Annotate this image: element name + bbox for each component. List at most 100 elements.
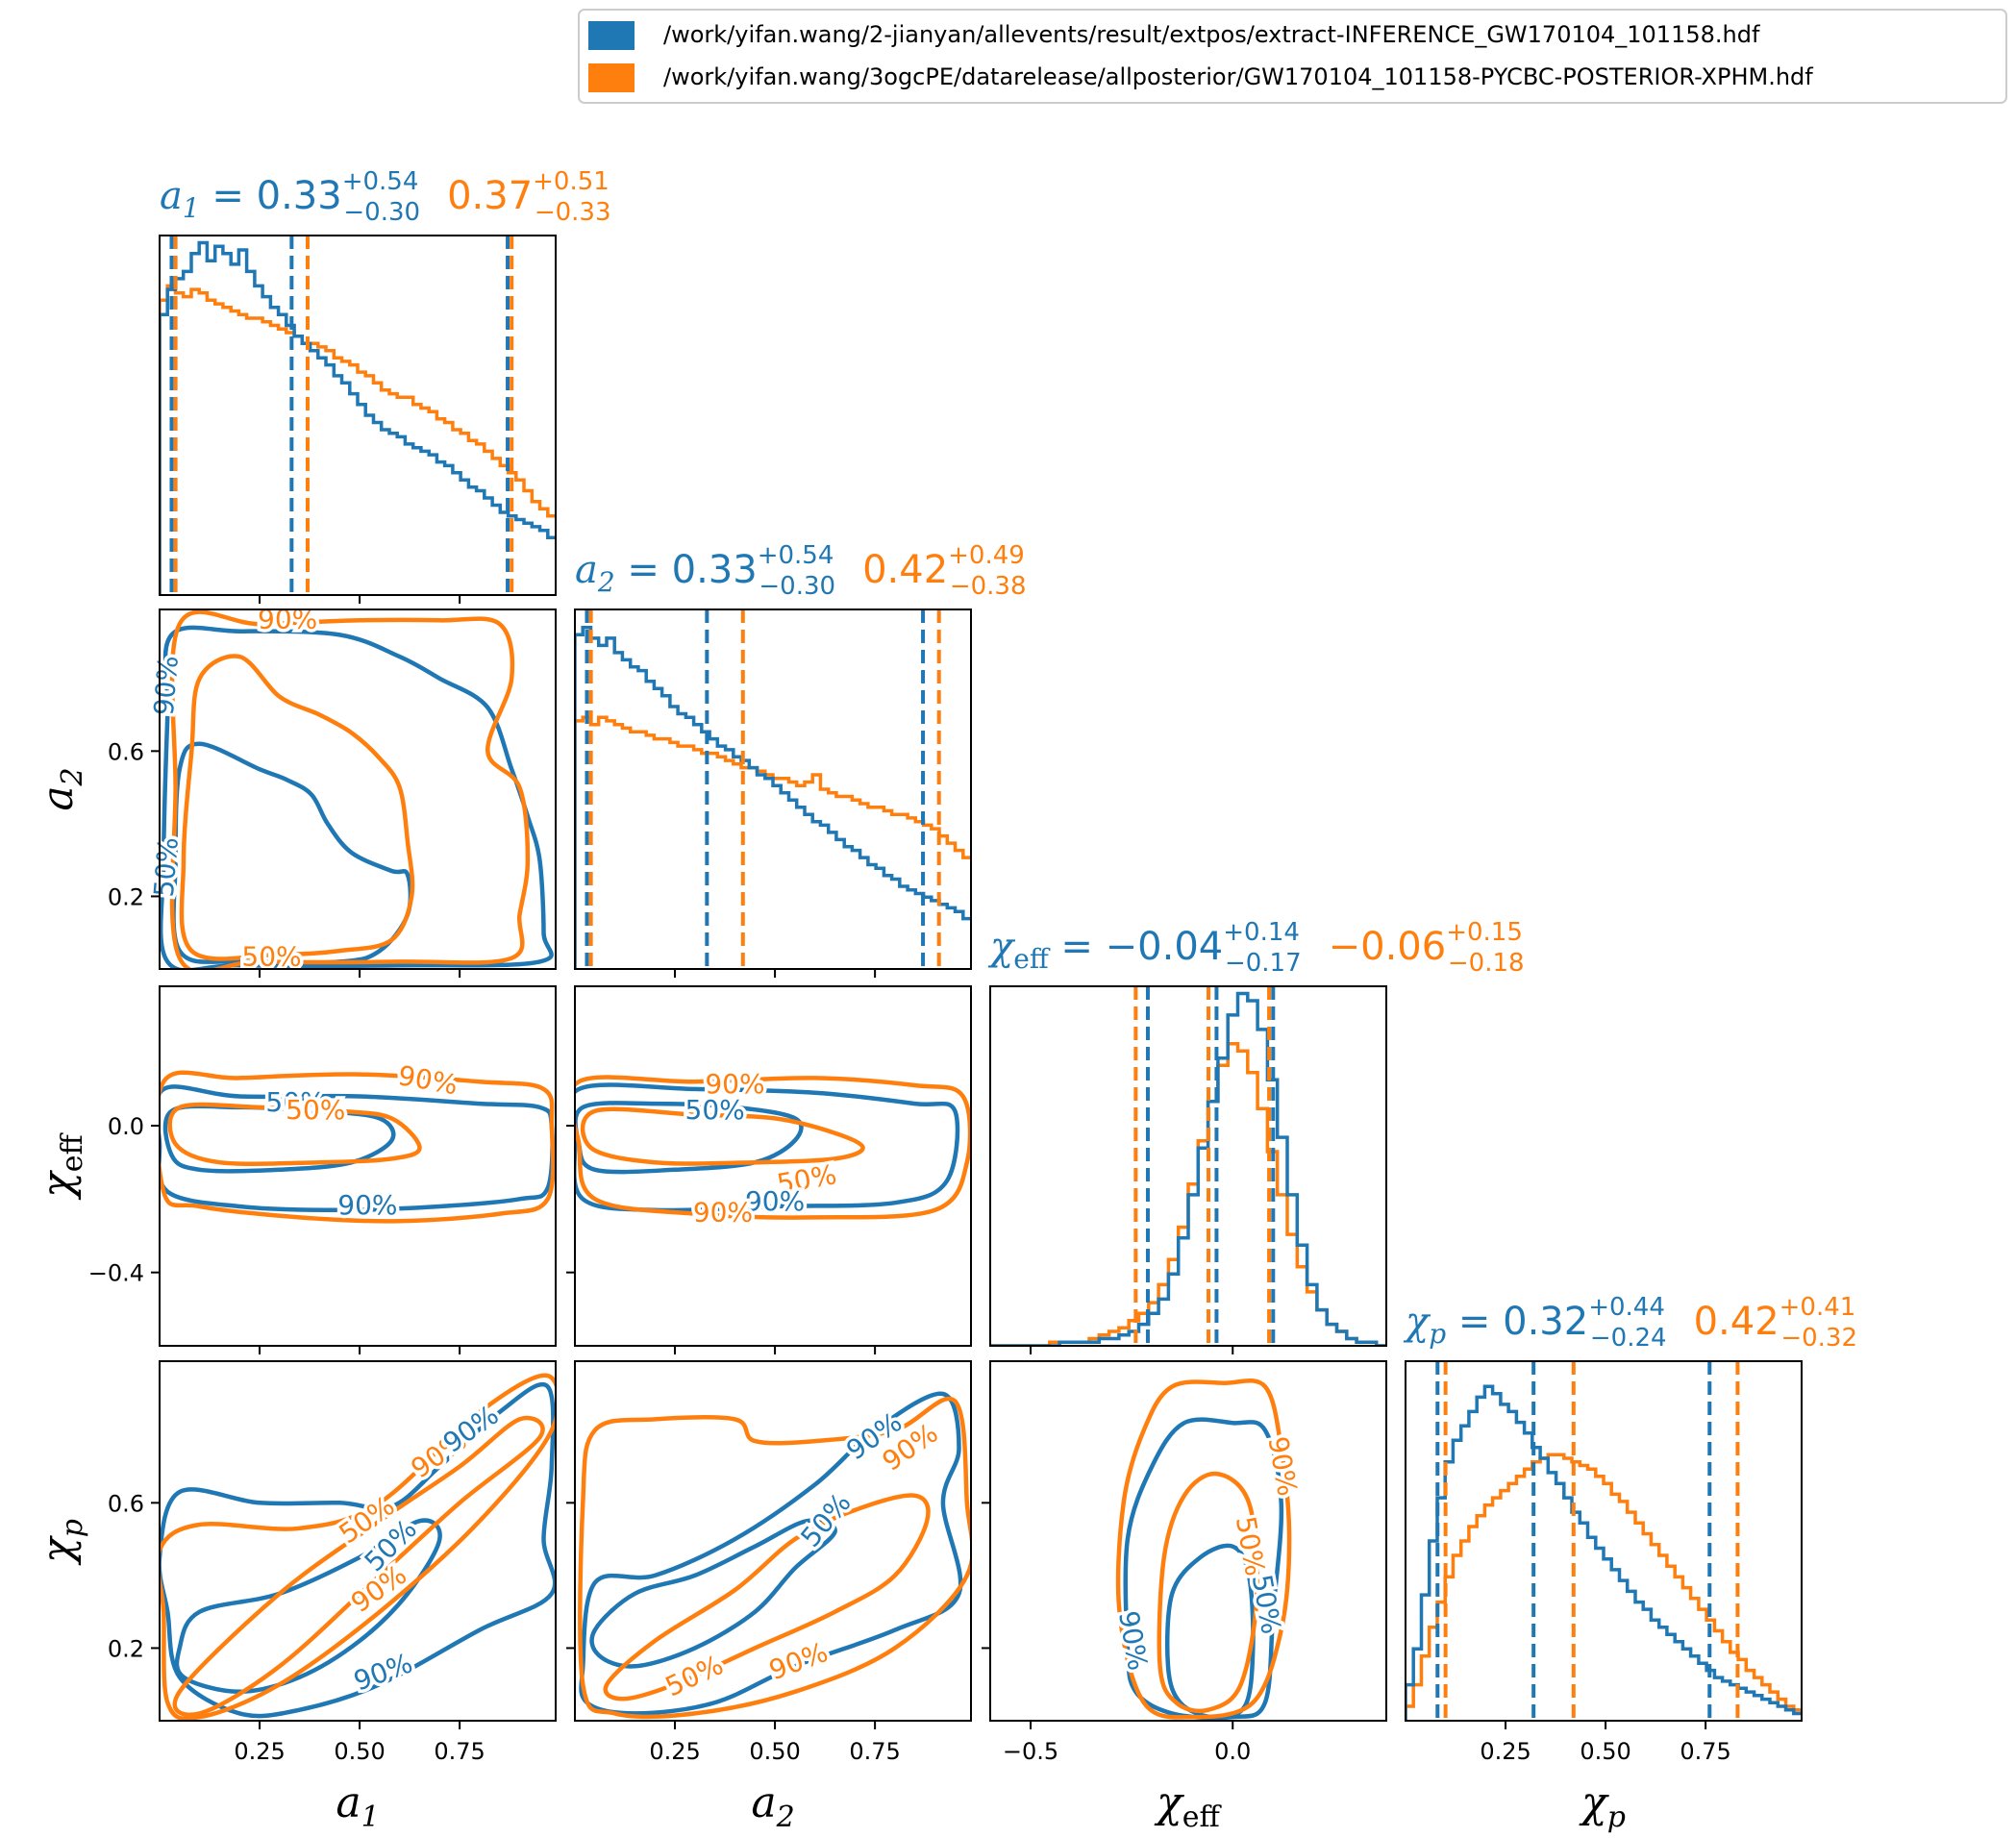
contour-label-23: 90% [765, 1636, 833, 1686]
contour-blue-90pct-0 [160, 625, 554, 969]
y-tick-label-1-0: 0.2 [108, 883, 144, 910]
contour-label-27: 90% [1112, 1608, 1154, 1673]
y-tick-label-2-0: −0.4 [88, 1260, 144, 1287]
title-orange-upper: +0.51 [533, 167, 610, 196]
title-blue-median: = 0.33 [200, 174, 342, 218]
title-blue-upper: +0.54 [758, 541, 834, 570]
panel-frame-2-2 [989, 985, 1387, 1347]
title-blue-upper: +0.54 [342, 167, 419, 196]
x-tick-label-0-1: 0.50 [334, 1738, 385, 1765]
x-tick-label-1-0: 0.25 [649, 1738, 700, 1765]
hist-panel-2 [990, 986, 1386, 1346]
contour-orange-50pct-3 [603, 1493, 931, 1701]
contour-panel-2-1 [575, 1075, 971, 1220]
x-axis-label-1-subscript: 2 [776, 1801, 795, 1834]
x-axis-label-0: a1 [336, 1778, 379, 1834]
legend-swatch-orange [588, 63, 635, 92]
title-blue-upper: +0.44 [1588, 1293, 1665, 1322]
x-axis-label-0-subscript: 1 [361, 1801, 380, 1834]
legend-frame [578, 9, 2007, 104]
contour-panel-3-2 [1115, 1378, 1292, 1721]
contour-label-4: 90% [396, 1059, 460, 1101]
contour-orange-50pct-3 [1157, 1471, 1260, 1714]
contour-label-0: 90% [258, 603, 317, 634]
contour-orange-50pct-3 [167, 1102, 422, 1167]
x-axis-label-1-symbol: a [751, 1778, 776, 1827]
title-orange-lower: −0.18 [1448, 949, 1525, 978]
title-1: a2 = 0.33+0.54 −0.30 0.42+0.49 −0.38 [575, 541, 1027, 601]
y-axis-label-3: χp [34, 1519, 89, 1566]
histogram-blue [160, 240, 556, 595]
y-tick-label-3-1: 0.6 [108, 1490, 144, 1517]
y-tick-label-2-1: 0.0 [108, 1113, 144, 1140]
contour-panel-1-0 [160, 609, 554, 969]
x-axis-label-2: χeff [1154, 1778, 1222, 1834]
contour-panel-3-1 [578, 1391, 971, 1719]
x-axis-label-3-subscript: p [1607, 1801, 1626, 1834]
y-axis-label-2-subscript: eff [56, 1131, 89, 1172]
contour-label-6: 50% [286, 1094, 345, 1126]
legend-label-orange: /work/yifan.wang/3ogcPE/datarelease/allp… [663, 63, 1813, 90]
x-tick-label-2-0: −0.5 [1003, 1738, 1058, 1765]
contour-orange-90pct-2 [160, 1070, 556, 1224]
title-orange-upper: +0.41 [1780, 1293, 1856, 1322]
x-axis-label-0-symbol: a [336, 1778, 361, 1827]
histogram-orange [160, 284, 556, 595]
panel-frame-0-0 [159, 235, 557, 596]
x-tick-label-0-0: 0.25 [234, 1738, 285, 1765]
title-orange-upper: +0.49 [948, 541, 1025, 570]
y-axis-label-1-symbol: a [34, 785, 83, 810]
contour-panel-3-0 [160, 1373, 556, 1721]
y-tick-label-1-1: 0.6 [108, 738, 144, 765]
contour-blue-90pct-0 [160, 1382, 556, 1719]
y-axis-label-2-symbol: χ [34, 1170, 83, 1201]
contour-orange-90pct-2 [1115, 1378, 1292, 1720]
contour-label-9: 50% [685, 1094, 745, 1126]
panel-frame-3-2 [989, 1360, 1387, 1722]
x-axis-label-1: a2 [751, 1778, 794, 1834]
y-axis-label-3-symbol: χ [34, 1535, 83, 1566]
title-symbol: χ [987, 925, 1016, 969]
contour-label-8: 90% [705, 1068, 764, 1100]
histogram-orange [575, 715, 971, 969]
title-blue-upper: +0.14 [1223, 918, 1300, 947]
contour-orange-50pct-3 [179, 654, 415, 961]
contour-blue-90pct-0 [575, 1082, 960, 1213]
x-axis-label-3-symbol: χ [1579, 1778, 1609, 1827]
title-orange-median: 0.42 [862, 548, 948, 592]
histogram-blue [1406, 1384, 1802, 1721]
y-axis-label-2: χeff [34, 1131, 89, 1200]
hist-panel-0 [160, 236, 556, 595]
contour-blue-50pct-1 [171, 741, 413, 966]
title-orange-lower: −0.32 [1780, 1324, 1857, 1353]
contour-label-24: 90% [1262, 1434, 1304, 1499]
contour-blue-90pct-0 [1123, 1417, 1284, 1721]
contour-orange-90pct-2 [578, 1396, 971, 1719]
title-subscript: p [1429, 1318, 1446, 1350]
contour-blue-50pct-1 [1164, 1543, 1256, 1720]
x-tick-label-3-0: 0.25 [1480, 1738, 1531, 1765]
title-blue-median: = 0.33 [615, 548, 758, 592]
title-2: χeff = −0.04+0.14 −0.17 −0.06+0.15 −0.18 [987, 918, 1525, 978]
title-3: χp = 0.32+0.44 −0.24 0.42+0.41 −0.32 [1403, 1293, 1857, 1353]
title-orange-lower: −0.38 [950, 572, 1027, 601]
x-tick-label-2-1: 0.0 [1214, 1738, 1251, 1765]
contour-panel-2-0 [160, 1070, 556, 1224]
y-axis-label-3-subscript: p [56, 1519, 89, 1537]
contour-label-12: 90% [693, 1197, 753, 1229]
contour-label-25: 50% [1230, 1514, 1271, 1578]
title-blue-lower: −0.24 [1590, 1324, 1667, 1353]
title-subscript: eff [1013, 943, 1051, 975]
panel-frame-1-0 [159, 609, 557, 970]
contour-blue-50pct-1 [589, 1518, 837, 1669]
panel-frame-2-1 [574, 985, 972, 1347]
contour-label-3: 50% [241, 941, 301, 973]
histogram-orange [1406, 1453, 1802, 1721]
hist-panel-3 [1406, 1361, 1802, 1721]
contour-label-2: 50% [148, 836, 185, 899]
contour-orange-90pct-2 [169, 609, 531, 969]
x-tick-label-1-1: 0.50 [749, 1738, 800, 1765]
panel-frame-1-1 [574, 609, 972, 970]
title-blue-lower: −0.17 [1225, 949, 1302, 978]
